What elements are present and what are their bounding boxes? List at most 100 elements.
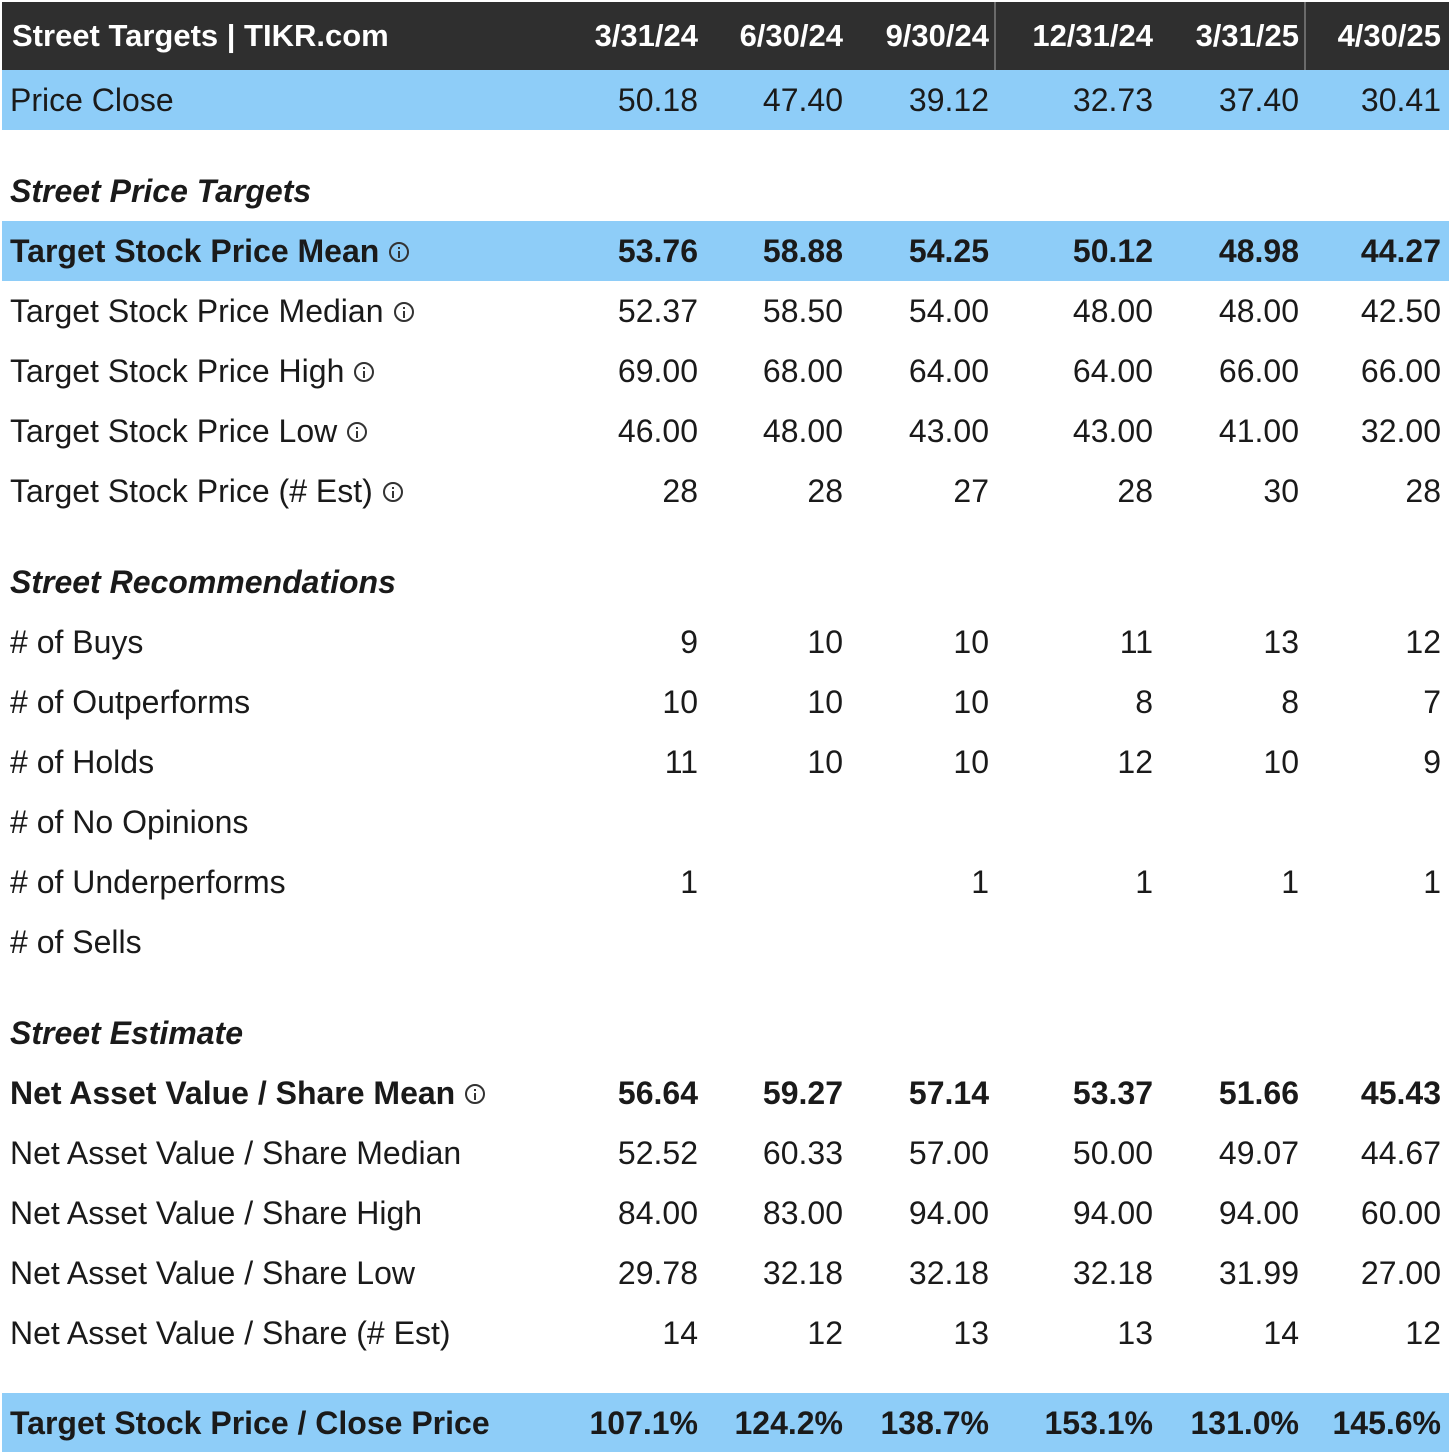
row-label: Net Asset Value / Share Median	[10, 1135, 462, 1171]
cell-value: 94.00	[908, 1195, 989, 1231]
info-icon[interactable]	[347, 421, 368, 442]
row-label: # of No Opinions	[10, 804, 249, 840]
cell-value	[703, 912, 843, 972]
cell-value: 30	[1263, 473, 1299, 509]
cell-value: 69.00	[617, 353, 698, 389]
cell-value: 49.07	[1218, 1135, 1299, 1171]
row-label: # of Sells	[10, 924, 142, 960]
info-icon[interactable]	[393, 301, 414, 322]
cell-value: 32.18	[908, 1255, 989, 1291]
row-label-cell: Net Asset Value / Share Mean	[10, 1063, 486, 1123]
cell-value: 10	[953, 624, 989, 660]
target-high-row: Target Stock Price High 69.00 68.00 64.0…	[2, 341, 1449, 401]
row-label: Net Asset Value / Share (# Est)	[10, 1315, 451, 1351]
cell-value: 10	[807, 744, 843, 780]
cell-value: 32.73	[1072, 82, 1153, 118]
no-opinions-row: # of No Opinions	[2, 792, 1449, 852]
section-heading-recommendations: Street Recommendations	[2, 552, 1449, 612]
cell-value: 44.67	[1360, 1135, 1441, 1171]
row-label: # of Holds	[10, 744, 155, 780]
cell-value	[849, 792, 989, 852]
row-label: Target Stock Price Low	[10, 413, 338, 449]
cell-value: 60.33	[762, 1135, 843, 1171]
table-header: Street Targets | TIKR.com 3/31/24 6/30/2…	[2, 2, 1449, 70]
cell-value	[1013, 912, 1153, 972]
outperforms-row: # of Outperforms 10 10 10 8 8 7	[2, 672, 1449, 732]
cell-value: 31.99	[1218, 1255, 1299, 1291]
row-label: # of Underperforms	[10, 864, 286, 900]
column-header-date: 9/30/24	[885, 18, 989, 53]
cell-value: 10	[662, 684, 698, 720]
cell-value: 1	[1135, 864, 1153, 900]
info-icon[interactable]	[354, 361, 375, 382]
cell-value: 32.00	[1360, 413, 1441, 449]
cell-value: 48.00	[1072, 293, 1153, 329]
cell-value: 45.43	[1360, 1075, 1441, 1111]
section-title: Street Recommendations	[10, 564, 396, 600]
cell-value: 94.00	[1072, 1195, 1153, 1231]
cell-value: 145.6%	[1332, 1405, 1441, 1441]
cell-value: 124.2%	[734, 1405, 843, 1441]
cell-value: 29.78	[617, 1255, 698, 1291]
nav-est-count-row: Net Asset Value / Share (# Est) 14 12 13…	[2, 1303, 1449, 1363]
cell-value: 14	[662, 1315, 698, 1351]
cell-value: 48.00	[1218, 293, 1299, 329]
row-label: Target Stock Price High	[10, 353, 345, 389]
cell-value	[849, 912, 989, 972]
cell-value: 10	[807, 624, 843, 660]
cell-value: 42.50	[1360, 293, 1441, 329]
cell-value: 48.00	[762, 413, 843, 449]
row-label: # of Outperforms	[10, 684, 251, 720]
price-close-row: Price Close 50.18 47.40 39.12 32.73 37.4…	[2, 70, 1449, 130]
cell-value: 131.0%	[1190, 1405, 1299, 1441]
cell-value	[1159, 912, 1299, 972]
column-header-date: 4/30/25	[1337, 18, 1441, 53]
row-label: Price Close	[10, 82, 174, 118]
cell-value: 13	[1263, 624, 1299, 660]
row-label: Target Stock Price / Close Price	[10, 1405, 490, 1441]
info-icon[interactable]	[465, 1083, 486, 1104]
cell-value: 30.41	[1360, 82, 1441, 118]
cell-value: 66.00	[1218, 353, 1299, 389]
row-label-cell: Target Stock Price Median	[10, 281, 414, 341]
row-label: Net Asset Value / Share Low	[10, 1255, 415, 1291]
cell-value: 10	[953, 684, 989, 720]
section-heading-price-targets: Street Price Targets	[2, 161, 1449, 221]
cell-value: 1	[1423, 864, 1441, 900]
cell-value: 52.52	[617, 1135, 698, 1171]
row-label-cell: Target Stock Price Low	[10, 401, 368, 461]
cell-value: 57.00	[908, 1135, 989, 1171]
target-mean-row: Target Stock Price Mean 53.76 58.88 54.2…	[2, 221, 1449, 281]
cell-value	[1159, 792, 1299, 852]
cell-value: 54.25	[908, 233, 989, 269]
info-icon[interactable]	[382, 481, 403, 502]
buys-row: # of Buys 9 10 10 11 13 12	[2, 612, 1449, 672]
cell-value: 11	[1119, 624, 1153, 660]
cell-value: 28	[662, 473, 698, 509]
cell-value: 37.40	[1218, 82, 1299, 118]
target-est-count-row: Target Stock Price (# Est) 28 28 27 28 3…	[2, 461, 1449, 521]
cell-value: 57.14	[908, 1075, 989, 1111]
info-icon[interactable]	[389, 241, 410, 262]
cell-value: 64.00	[1072, 353, 1153, 389]
cell-value: 1	[971, 864, 989, 900]
row-label: Target Stock Price (# Est)	[10, 473, 373, 509]
cell-value: 44.27	[1360, 233, 1441, 269]
cell-value: 53.37	[1072, 1075, 1153, 1111]
cell-value: 12	[1117, 744, 1153, 780]
target-median-row: Target Stock Price Median 52.37 58.50 54…	[2, 281, 1449, 341]
cell-value: 13	[1117, 1315, 1153, 1351]
cell-value: 47.40	[762, 82, 843, 118]
column-header-date: 12/31/24	[1032, 18, 1153, 53]
cell-value: 27	[953, 473, 989, 509]
cell-value	[558, 792, 698, 852]
cell-value: 8	[1135, 684, 1153, 720]
cell-value: 10	[807, 684, 843, 720]
target-low-row: Target Stock Price Low 46.00 48.00 43.00…	[2, 401, 1449, 461]
cell-value	[1301, 912, 1441, 972]
cell-value: 43.00	[908, 413, 989, 449]
cell-value: 27.00	[1360, 1255, 1441, 1291]
cell-value	[703, 852, 843, 912]
cell-value: 153.1%	[1044, 1405, 1153, 1441]
row-label-cell: Target Stock Price Mean	[10, 221, 410, 281]
